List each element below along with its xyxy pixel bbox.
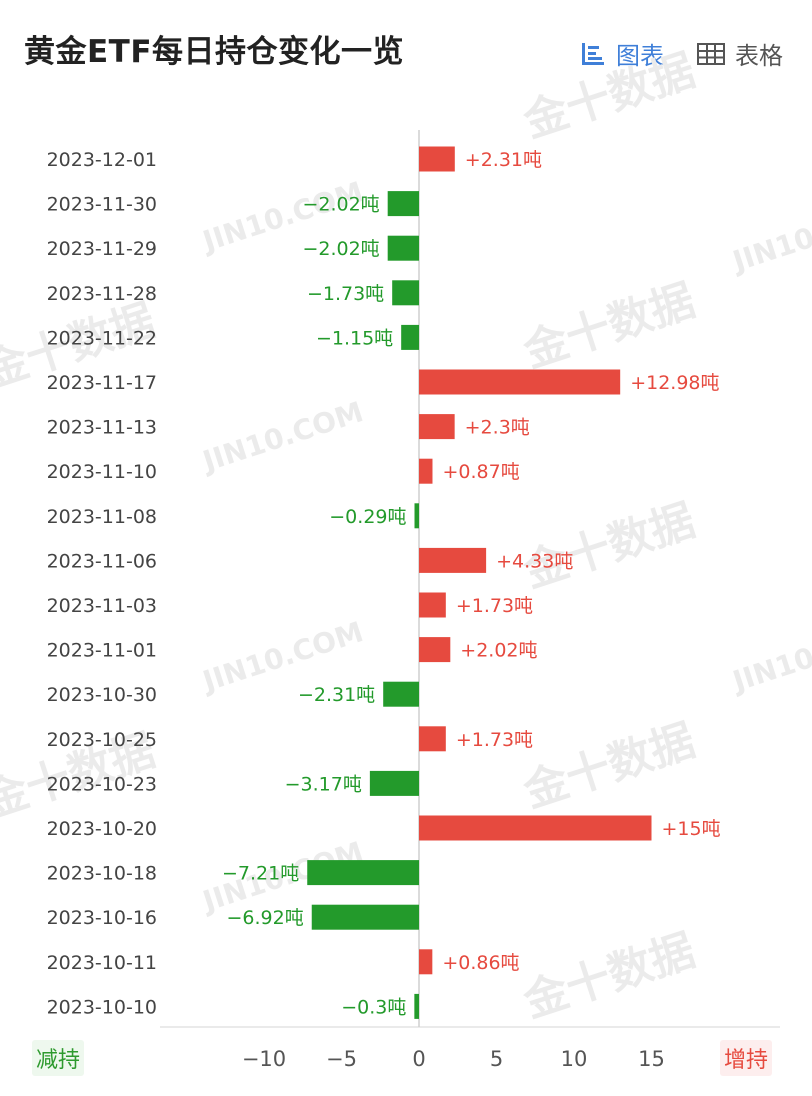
- x-tick-label: −10: [242, 1047, 286, 1071]
- x-tick-label: −5: [326, 1047, 357, 1071]
- bar-value-label: +1.73吨: [456, 595, 533, 617]
- bar-value-label: −2.02吨: [302, 194, 379, 216]
- bar: [414, 503, 419, 529]
- category-label: 2023-10-23: [47, 773, 157, 795]
- tab-chart-label: 图表: [616, 42, 664, 70]
- category-label: 2023-11-13: [47, 417, 157, 439]
- category-label: 2023-10-10: [47, 996, 157, 1018]
- bar-value-label: −7.21吨: [222, 863, 299, 885]
- category-label: 2023-11-30: [47, 194, 157, 216]
- bar-value-label: +2.31吨: [465, 149, 542, 171]
- bar-value-label: −2.02吨: [302, 238, 379, 260]
- category-label: 2023-10-11: [47, 952, 157, 974]
- category-label: 2023-11-17: [47, 372, 157, 394]
- bar-value-label: +0.86吨: [442, 952, 519, 974]
- bar: [369, 770, 419, 796]
- chart-header: 黄金ETF每日持仓变化一览 图表 表格: [0, 0, 812, 110]
- bar-value-label: +2.02吨: [460, 640, 537, 662]
- bar: [419, 414, 455, 440]
- category-label: 2023-11-03: [47, 595, 157, 617]
- tab-table-label: 表格: [735, 42, 783, 70]
- bar: [419, 458, 433, 484]
- legend-increase-label: 增持: [720, 1040, 773, 1076]
- bar: [419, 146, 455, 172]
- bar: [387, 235, 419, 261]
- category-label: 2023-11-06: [47, 550, 157, 572]
- category-label: 2023-11-10: [47, 461, 157, 483]
- category-label: 2023-11-01: [47, 640, 157, 662]
- x-tick-label: 0: [412, 1047, 425, 1071]
- bar-chart-icon: [580, 41, 606, 67]
- bar-value-label: −6.92吨: [227, 907, 304, 929]
- bar-chart: 2023-12-01 +2.31吨 2023-11-30 −2.02吨 2023-11-…: [47, 130, 780, 1071]
- bar: [387, 191, 419, 217]
- category-label: 2023-11-28: [47, 283, 157, 305]
- bar-value-label: +1.73吨: [456, 729, 533, 751]
- tab-table[interactable]: 表格: [697, 36, 783, 71]
- bar: [419, 949, 433, 975]
- table-grid-icon: [697, 42, 725, 65]
- bar-value-label: −0.29吨: [329, 506, 406, 528]
- x-tick-label: 10: [561, 1047, 588, 1071]
- legend-decrease-label: 减持: [32, 1040, 85, 1076]
- bar-value-label: −3.17吨: [285, 773, 362, 795]
- bar-value-label: −0.3吨: [341, 996, 406, 1018]
- bar: [311, 904, 419, 930]
- bar: [419, 547, 487, 573]
- bar-value-label: +2.3吨: [465, 417, 530, 439]
- category-label: 2023-10-20: [47, 818, 157, 840]
- bar: [419, 637, 451, 663]
- bar: [392, 280, 419, 306]
- tab-chart[interactable]: 图表: [580, 36, 664, 71]
- category-label: 2023-10-16: [47, 907, 157, 929]
- category-label: 2023-10-18: [47, 863, 157, 885]
- bar: [419, 726, 446, 752]
- x-tick-label: 15: [638, 1047, 665, 1071]
- page-title: 黄金ETF每日持仓变化一览: [24, 34, 404, 70]
- category-label: 2023-10-25: [47, 729, 157, 751]
- bar: [419, 369, 621, 395]
- bar: [419, 592, 446, 618]
- bar-value-label: +12.98吨: [630, 372, 719, 394]
- bar-value-label: +15吨: [662, 818, 721, 840]
- category-label: 2023-10-30: [47, 684, 157, 706]
- bar-value-label: −1.73吨: [307, 283, 384, 305]
- bar-value-label: +0.87吨: [442, 461, 519, 483]
- bar: [383, 681, 419, 707]
- bar-value-label: +4.33吨: [496, 550, 573, 572]
- bar: [414, 993, 419, 1019]
- bar: [401, 324, 419, 350]
- bar-value-label: −2.31吨: [298, 684, 375, 706]
- bar: [307, 860, 419, 886]
- bar-value-label: −1.15吨: [316, 327, 393, 349]
- category-label: 2023-11-22: [47, 327, 157, 349]
- x-tick-label: 5: [490, 1047, 503, 1071]
- category-label: 2023-11-29: [47, 238, 157, 260]
- category-label: 2023-11-08: [47, 506, 157, 528]
- category-label: 2023-12-01: [47, 149, 157, 171]
- bar: [419, 815, 652, 841]
